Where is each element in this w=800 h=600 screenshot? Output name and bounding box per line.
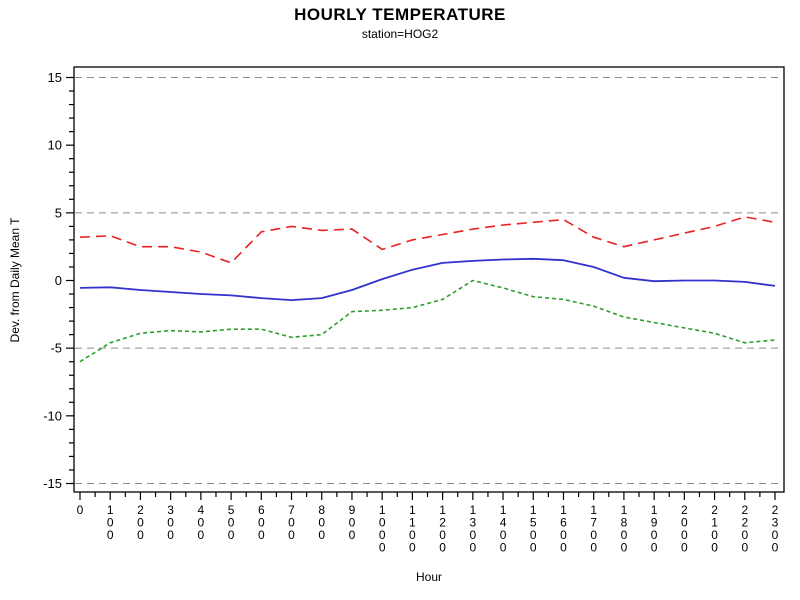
chart-title: HOURLY TEMPERATURE xyxy=(294,5,506,24)
y-tick-label: 10 xyxy=(48,138,62,153)
y-tick-label: 15 xyxy=(48,70,62,85)
y-tick-label: -5 xyxy=(50,341,62,356)
series-lower-green-dashed xyxy=(79,279,776,363)
x-tick-label: 0 xyxy=(77,503,84,517)
chart-subtitle: station=HOG2 xyxy=(361,27,439,41)
series-middle-blue-solid xyxy=(79,257,776,302)
y-axis-label: Dev. from Daily Mean T xyxy=(8,217,22,343)
y-tick-label: -10 xyxy=(43,408,62,423)
y-tick-label: 5 xyxy=(55,205,62,220)
plot-frame xyxy=(73,66,785,493)
series-upper-red-dashed xyxy=(79,216,776,264)
x-axis-label: Hour xyxy=(415,570,442,584)
y-tick-label: -15 xyxy=(43,476,62,491)
y-tick-label: 0 xyxy=(55,273,62,288)
